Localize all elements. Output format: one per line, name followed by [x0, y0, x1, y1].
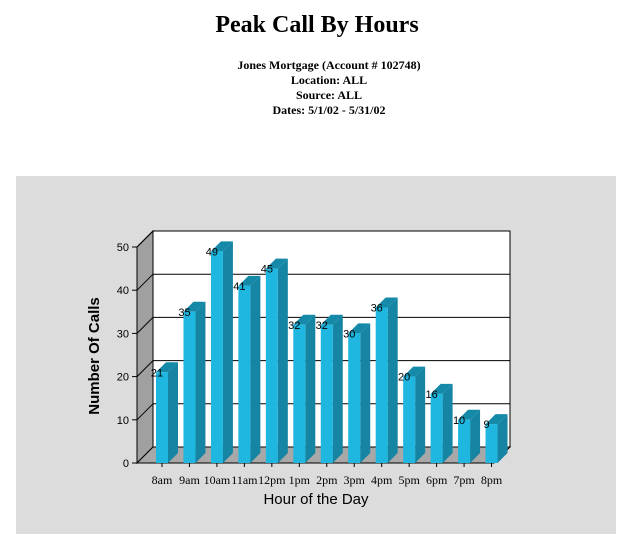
bar-value-label: 10	[453, 415, 465, 427]
bar-side	[415, 366, 426, 463]
bar-top	[375, 297, 398, 308]
bar-top	[238, 275, 261, 286]
bar	[265, 268, 278, 463]
bar-side	[387, 297, 398, 463]
bar-value-label: 32	[288, 320, 300, 332]
bar-value-label: 36	[371, 302, 383, 314]
y-tick-label: 40	[117, 285, 129, 297]
bar-side	[168, 362, 178, 463]
bar-value-label: 20	[398, 372, 410, 384]
x-tick-label: 7pm	[453, 473, 475, 487]
bar-top	[430, 383, 453, 394]
x-tick-label: 8am	[152, 473, 173, 487]
bar-value-label: 35	[178, 307, 190, 319]
gridline-side	[136, 230, 154, 248]
bar	[458, 419, 471, 463]
bar-value-label: 32	[316, 320, 328, 332]
bar-top	[403, 366, 426, 377]
bar-top	[293, 314, 316, 325]
bar-value-label: 49	[206, 246, 218, 258]
bar	[293, 324, 306, 463]
bar-top	[156, 362, 178, 373]
bar-side	[222, 241, 233, 463]
bar-side	[360, 323, 371, 463]
bar-top	[320, 314, 343, 325]
report-title: Peak Call By Hours	[215, 12, 419, 38]
bar-top	[210, 241, 233, 252]
bar	[183, 311, 196, 463]
y-tick-label: 50	[117, 242, 129, 254]
bar-top	[348, 323, 371, 334]
bar	[485, 424, 498, 463]
x-tick-label: 4pm	[371, 473, 393, 487]
x-tick-label: 5pm	[398, 473, 420, 487]
bar-value-label: 16	[425, 389, 437, 401]
y-tick-label: 20	[117, 372, 129, 384]
gridline-side	[136, 317, 154, 334]
bar-top	[485, 414, 508, 425]
bar-value-label: 21	[151, 367, 163, 379]
bar-value-label: 9	[483, 419, 489, 431]
y-tick-label: 10	[117, 415, 129, 427]
bar-side	[442, 383, 453, 463]
bar	[375, 307, 388, 463]
bar	[156, 372, 168, 463]
x-tick-label: 9am	[179, 473, 200, 487]
y-axis-title: Number Of Calls	[86, 297, 103, 415]
gridline-side	[136, 360, 154, 377]
x-tick-label: 6pm	[426, 473, 448, 487]
bar-side	[332, 314, 343, 463]
bar-value-label: 30	[343, 328, 355, 340]
bar-top	[183, 301, 206, 312]
bar	[238, 285, 251, 463]
x-axis-title: Hour of the Day	[263, 491, 369, 508]
location-line: Location: ALL	[290, 73, 368, 87]
x-tick-label: 11am	[231, 473, 258, 487]
source-line: Source: ALL	[295, 88, 363, 102]
bar-top	[458, 409, 481, 420]
report-meta: Jones Mortgage (Account # 102748) Locati…	[0, 58, 634, 118]
x-tick-label: 2pm	[316, 473, 338, 487]
dates-line: Dates: 5/1/02 - 5/31/02	[272, 103, 386, 117]
bar-side	[277, 258, 288, 463]
bar-side	[497, 414, 508, 463]
bar-side	[470, 409, 481, 463]
y-tick-label: 0	[123, 458, 129, 470]
bar	[403, 376, 416, 463]
bar-side	[250, 275, 261, 463]
bar-top	[265, 258, 288, 269]
bar-value-label: 41	[233, 281, 245, 293]
y-tick-label: 30	[117, 328, 129, 340]
bar-side	[195, 301, 206, 463]
x-tick-label: 10am	[204, 473, 231, 487]
x-tick-label: 1pm	[289, 473, 311, 487]
x-tick-label: 8pm	[481, 473, 503, 487]
bar	[320, 324, 333, 463]
x-tick-label: 3pm	[344, 473, 366, 487]
gridline-side	[136, 273, 154, 291]
gridline-side	[136, 403, 154, 421]
bar-side	[305, 314, 316, 463]
bar	[430, 393, 443, 463]
bar	[210, 251, 223, 463]
bar	[348, 333, 361, 463]
account-line: Jones Mortgage (Account # 102748)	[237, 58, 421, 72]
x-tick-label: 12pm	[258, 473, 286, 487]
plot-side-wall	[136, 229, 154, 465]
bar-value-label: 45	[261, 264, 273, 276]
